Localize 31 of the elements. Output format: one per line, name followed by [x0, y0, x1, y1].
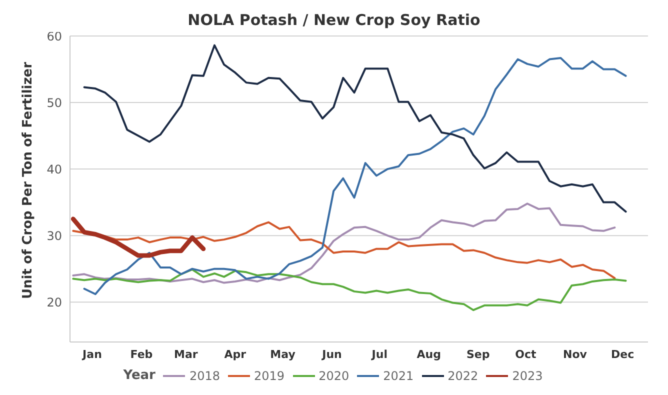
legend-label: 2022 — [448, 368, 478, 382]
x-tick-label: Dec — [611, 348, 634, 361]
x-tick-label: Jun — [321, 348, 342, 361]
y-tick-label: 30 — [46, 228, 62, 243]
legend-label: 2019 — [254, 368, 285, 382]
x-tick-label: Mar — [174, 348, 198, 361]
x-tick-label: May — [270, 348, 296, 361]
x-tick-label: Nov — [562, 348, 588, 361]
x-tick-label: Feb — [130, 348, 153, 361]
line-series — [72, 268, 627, 312]
x-tick-label: Apr — [224, 348, 247, 361]
line-series — [70, 216, 206, 258]
line-series — [83, 44, 627, 213]
y-tick-label: 50 — [46, 96, 62, 110]
legend-title: Year — [123, 368, 156, 383]
legend-label: 2021 — [383, 368, 414, 382]
x-tick-label: Jan — [82, 348, 102, 361]
line-series — [83, 56, 627, 296]
line-series — [72, 221, 616, 280]
x-tick-label: Jul — [370, 348, 388, 361]
y-axis-title: Unit of Crop Per Ton of Fertilizer — [20, 61, 36, 299]
chart-title: NOLA Potash / New Crop Soy Ratio — [188, 11, 480, 29]
legend-label: 2023 — [512, 368, 543, 382]
x-tick-label: Sep — [466, 348, 490, 361]
y-tick-label: 40 — [46, 162, 62, 176]
x-tick-label: Aug — [416, 348, 441, 361]
legend-label: 2018 — [189, 368, 220, 382]
line-series — [72, 202, 616, 284]
x-tick-label: Oct — [515, 348, 536, 361]
y-tick-label: 20 — [46, 295, 62, 310]
legend-label: 2020 — [318, 368, 350, 382]
